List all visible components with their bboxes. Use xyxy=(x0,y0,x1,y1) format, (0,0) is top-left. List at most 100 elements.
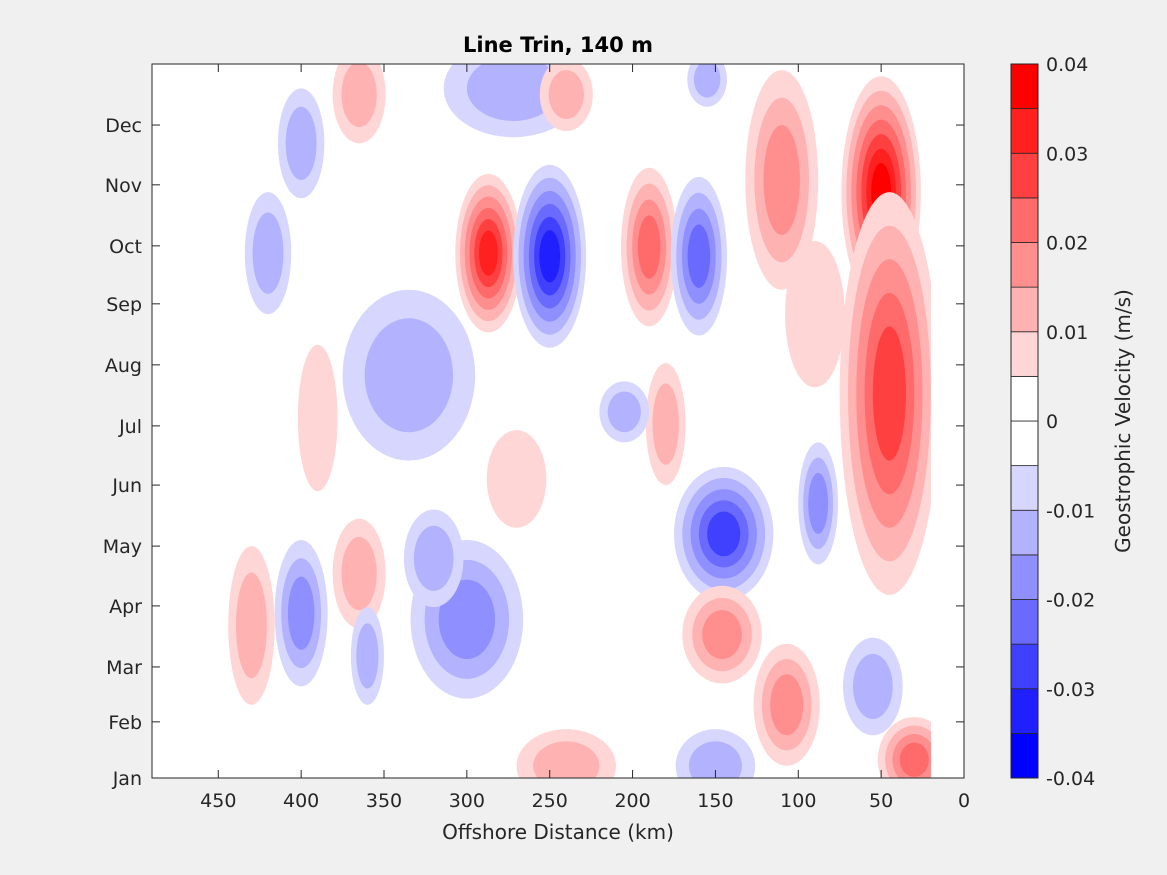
contour-feature xyxy=(839,192,940,595)
contour-feature xyxy=(277,88,325,199)
contour-level xyxy=(285,106,317,180)
contour-level xyxy=(478,230,498,276)
contour-feature xyxy=(753,643,820,766)
contour-level xyxy=(539,230,561,283)
colorbar-swatch xyxy=(1010,420,1039,467)
colorbar-swatch xyxy=(1010,375,1039,422)
colorbar-tick-label: 0.04 xyxy=(1046,54,1088,76)
colorbar-tick-label: 0.02 xyxy=(1046,233,1088,255)
y-tick-label: Jun xyxy=(111,475,142,497)
y-axis: Jan Feb Mar Apr May Jun Jul Aug Sep Oct Nov Dec xyxy=(103,115,964,790)
contour-feature xyxy=(745,70,819,290)
y-tick-label: Apr xyxy=(109,596,142,618)
colorbar-tick-label: -0.02 xyxy=(1046,590,1095,612)
colorbar-tick-label: -0.03 xyxy=(1046,679,1095,701)
colorbar-tick-label: 0 xyxy=(1046,411,1058,433)
colorbar-tick-label: 0.03 xyxy=(1046,143,1088,165)
contour-feature xyxy=(342,289,476,461)
contour-level xyxy=(341,64,377,128)
contour-layer xyxy=(228,64,951,778)
contour-level xyxy=(785,240,845,388)
contour-level xyxy=(652,383,679,465)
colorbar: 0.04 0.03 0.02 0.01 0 -0.01 -0.02 -0.03 -0.04 xyxy=(1010,54,1095,790)
no-data-strip xyxy=(931,64,964,778)
contour-feature xyxy=(539,64,593,132)
colorbar-swatch xyxy=(1010,108,1039,154)
contour-level xyxy=(702,610,742,659)
y-tick-label: May xyxy=(103,536,142,558)
contour-level xyxy=(693,64,721,98)
contour-feature xyxy=(513,164,587,348)
contour-feature xyxy=(798,442,839,565)
contour-level xyxy=(252,212,284,294)
y-tick-label: Mar xyxy=(106,657,142,679)
contour-feature xyxy=(674,466,774,602)
contour-feature xyxy=(274,540,328,687)
contour-level xyxy=(466,64,560,121)
y-tick-label: Dec xyxy=(105,115,142,137)
colorbar-swatch xyxy=(1010,688,1039,734)
colorbar-swatch xyxy=(1010,643,1039,690)
contour-feature xyxy=(645,363,686,486)
contour-level xyxy=(808,472,829,534)
contour-level xyxy=(486,430,547,528)
x-tick-label: 200 xyxy=(614,790,650,812)
y-tick-label: Sep xyxy=(106,294,142,316)
x-tick-label: 350 xyxy=(366,790,402,812)
contour-level xyxy=(637,215,661,279)
colorbar-swatch xyxy=(1010,286,1039,333)
contour-feature xyxy=(350,607,384,705)
x-tick-label: 300 xyxy=(449,790,485,812)
contour-level xyxy=(341,536,377,611)
colorbar-tick-label: -0.01 xyxy=(1046,500,1095,522)
colorbar-tick-label: 0.01 xyxy=(1046,322,1088,344)
contour-feature xyxy=(620,167,678,327)
contour-level xyxy=(899,742,929,777)
y-tick-label: Aug xyxy=(105,355,142,377)
chart-title: Line Trin, 140 m xyxy=(463,33,653,57)
contour-feature xyxy=(455,173,522,333)
contour-feature xyxy=(785,240,845,388)
y-tick-label: Jul xyxy=(118,416,142,438)
y-tick-label: Jan xyxy=(112,768,142,790)
contour-feature xyxy=(516,729,616,778)
x-tick-label: 150 xyxy=(697,790,733,812)
contour-level xyxy=(235,572,267,679)
contour-feature xyxy=(332,518,386,629)
x-tick-label: 50 xyxy=(869,790,893,812)
colorbar-label: Geostrophic Velocity (m/s) xyxy=(1111,289,1135,553)
contour-feature xyxy=(843,637,903,736)
contour-level xyxy=(548,70,584,119)
colorbar-frame xyxy=(1010,63,1039,779)
colorbar-swatch xyxy=(1010,465,1039,511)
contour-feature xyxy=(228,546,275,705)
x-axis-label: Offshore Distance (km) xyxy=(442,820,674,844)
colorbar-swatch xyxy=(1010,152,1039,199)
contour-level xyxy=(872,326,906,461)
contour-level xyxy=(607,391,641,433)
colorbar-tick-label: -0.04 xyxy=(1046,768,1095,790)
contour-feature xyxy=(599,381,650,443)
contour-feature xyxy=(244,192,292,315)
contour-level xyxy=(364,318,454,433)
contour-feature xyxy=(682,585,762,684)
contour-level xyxy=(287,576,315,650)
x-tick-label: 450 xyxy=(200,790,236,812)
contour-feature xyxy=(687,64,728,107)
x-tick-label: 0 xyxy=(958,790,970,812)
colorbar-swatch xyxy=(1010,197,1039,243)
contour-feature xyxy=(332,64,386,144)
contour-level xyxy=(438,579,496,659)
y-tick-label: Nov xyxy=(105,175,142,197)
x-tick-label: 100 xyxy=(780,790,816,812)
colorbar-swatch xyxy=(1010,509,1039,556)
y-tick-label: Feb xyxy=(108,712,142,734)
contour-feature xyxy=(486,430,547,528)
colorbar-swatch xyxy=(1010,331,1039,377)
contour-level xyxy=(688,741,742,778)
x-axis: 450 400 350 300 250 200 150 100 50 0 xyxy=(200,64,970,812)
contour-level xyxy=(763,125,800,235)
contour-level xyxy=(533,741,600,778)
contour-feature xyxy=(297,344,338,492)
contour-feature xyxy=(675,729,756,778)
